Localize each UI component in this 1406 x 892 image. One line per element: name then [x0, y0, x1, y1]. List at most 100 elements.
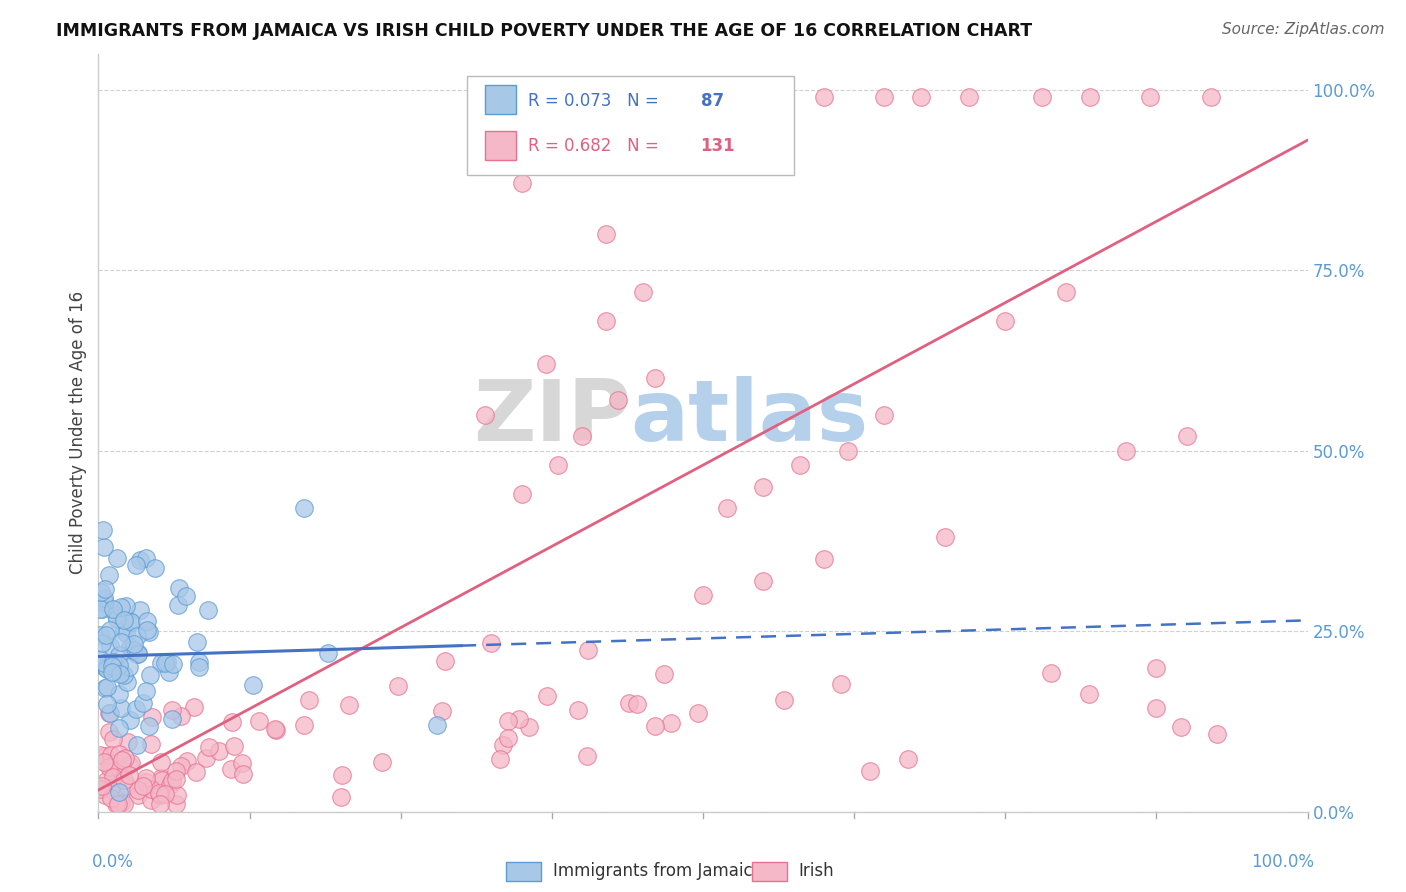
Text: 100.0%: 100.0%	[1250, 854, 1313, 871]
Point	[316, 646, 339, 660]
Point	[292, 718, 315, 732]
Point	[125, 629, 148, 643]
Point	[100, 747, 122, 762]
Point	[644, 719, 666, 733]
Point	[89, 658, 111, 673]
Point	[873, 90, 896, 104]
FancyBboxPatch shape	[467, 77, 793, 175]
Point	[576, 748, 599, 763]
Point	[176, 589, 198, 603]
Point	[98, 624, 121, 638]
Point	[149, 755, 172, 769]
Point	[111, 753, 134, 767]
Point	[101, 770, 124, 784]
Point	[94, 627, 117, 641]
Point	[607, 393, 630, 408]
Point	[1139, 90, 1161, 104]
Point	[492, 738, 515, 752]
Point	[773, 693, 796, 707]
Point	[139, 668, 162, 682]
Point	[114, 626, 136, 640]
Point	[112, 797, 135, 812]
Point	[135, 772, 157, 786]
Point	[107, 648, 129, 662]
Point	[127, 647, 149, 661]
Text: R = 0.073   N =: R = 0.073 N =	[527, 92, 664, 110]
Point	[688, 706, 710, 720]
Point	[118, 640, 141, 654]
Point	[910, 90, 932, 104]
Point	[595, 227, 617, 241]
Point	[619, 697, 641, 711]
Point	[121, 643, 143, 657]
Point	[120, 713, 142, 727]
Point	[89, 651, 111, 665]
Point	[91, 523, 114, 537]
Point	[1144, 701, 1167, 715]
Text: atlas: atlas	[630, 376, 869, 459]
Point	[108, 666, 131, 681]
Point	[337, 698, 360, 712]
Point	[1206, 727, 1229, 741]
Point	[103, 759, 125, 773]
Point	[136, 615, 159, 629]
Point	[221, 714, 243, 729]
Point	[129, 552, 152, 566]
Point	[165, 772, 187, 786]
Point	[101, 665, 124, 680]
Point	[873, 408, 896, 422]
Point	[89, 782, 111, 797]
Point	[101, 756, 124, 770]
Point	[89, 602, 111, 616]
Point	[101, 731, 124, 746]
Point	[232, 767, 254, 781]
Point	[1078, 90, 1101, 104]
Point	[858, 764, 880, 778]
Point	[247, 714, 270, 729]
Point	[387, 679, 409, 693]
Point	[125, 738, 148, 752]
Point	[329, 790, 352, 805]
Y-axis label: Child Poverty Under the Age of 16: Child Poverty Under the Age of 16	[69, 291, 87, 574]
Point	[135, 684, 157, 698]
Point	[157, 665, 180, 679]
Text: Irish: Irish	[799, 863, 834, 880]
Point	[510, 177, 533, 191]
Point	[127, 646, 149, 660]
Point	[120, 615, 142, 629]
Point	[135, 775, 157, 789]
Point	[330, 768, 353, 782]
Point	[127, 788, 149, 802]
Point	[159, 779, 181, 793]
Point	[100, 761, 122, 775]
Point	[110, 762, 132, 776]
Point	[129, 602, 152, 616]
Point	[176, 755, 198, 769]
Point	[145, 561, 167, 575]
Text: IMMIGRANTS FROM JAMAICA VS IRISH CHILD POVERTY UNDER THE AGE OF 16 CORRELATION C: IMMIGRANTS FROM JAMAICA VS IRISH CHILD P…	[56, 22, 1032, 40]
Point	[94, 661, 117, 675]
Point	[264, 722, 287, 736]
Point	[112, 613, 135, 627]
Point	[122, 637, 145, 651]
Point	[631, 285, 654, 299]
Point	[89, 748, 111, 763]
Point	[162, 657, 184, 671]
Point	[517, 720, 540, 734]
Text: Immigrants from Jamaica: Immigrants from Jamaica	[553, 863, 762, 880]
Point	[188, 655, 211, 669]
Point	[120, 615, 142, 629]
Text: 131: 131	[700, 137, 735, 155]
Point	[264, 723, 287, 737]
Point	[1115, 443, 1137, 458]
Point	[479, 636, 502, 650]
Point	[166, 788, 188, 802]
Text: 87: 87	[700, 92, 724, 110]
Point	[576, 642, 599, 657]
Point	[474, 408, 496, 422]
Point	[91, 636, 114, 650]
Point	[292, 501, 315, 516]
Point	[139, 782, 162, 797]
Point	[897, 752, 920, 766]
Point	[96, 680, 118, 694]
